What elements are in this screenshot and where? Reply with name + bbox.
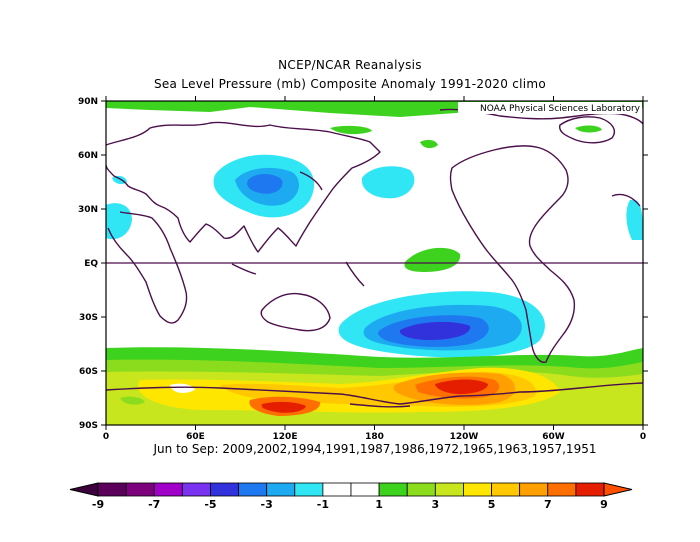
colorbar-label: 9 — [600, 498, 608, 511]
lon-tick-label: 180 — [365, 432, 384, 442]
colorbar: -9 -7 -5 -3 -1 1 3 5 7 9 — [69, 482, 633, 511]
lat-tick-label: 60N — [78, 151, 98, 161]
colorbar-segment — [434, 482, 464, 497]
colorbar-under-arrow — [69, 482, 99, 497]
colorbar-segment — [294, 482, 324, 497]
colorbar-label: -5 — [204, 498, 216, 511]
colorbar-segment — [406, 482, 436, 497]
lat-tick-label: 90N — [78, 97, 98, 107]
colorbar-segment — [238, 482, 268, 497]
colorbar-segment — [463, 482, 492, 497]
colorbar-label: -3 — [261, 498, 273, 511]
colorbar-segment — [266, 482, 296, 497]
colorbar-label: 3 — [432, 498, 440, 511]
lat-tick-label: 90S — [79, 421, 98, 431]
colorbar-label: 7 — [544, 498, 552, 511]
lon-tick-label: 60E — [186, 432, 205, 442]
lon-tick-label: 0 — [103, 432, 109, 442]
colorbar-label: -9 — [92, 498, 104, 511]
colorbar-segment — [153, 482, 183, 497]
lon-tick-label: 120W — [450, 432, 479, 442]
colorbar-label: -7 — [148, 498, 160, 511]
lat-tick-label: 30N — [78, 205, 98, 215]
lat-axis: 90N 60N 30N EQ 30S 60S 90S — [78, 97, 648, 431]
lon-tick-label: 0 — [640, 432, 646, 442]
lat-tick-label: 60S — [79, 367, 98, 377]
colorbar-segment — [575, 482, 605, 497]
colorbar-segment — [547, 482, 577, 497]
coastlines — [106, 108, 643, 408]
lon-tick-label: 120E — [273, 432, 298, 442]
colorbar-segment — [210, 482, 239, 497]
colorbar-label: 1 — [375, 498, 383, 511]
years-caption: Jun to Sep: 2009,2002,1994,1991,1987,198… — [153, 442, 597, 456]
colorbar-segment — [491, 482, 521, 497]
colorbar-label: 5 — [488, 498, 496, 511]
colorbar-segment — [97, 482, 127, 497]
map-title: NCEP/NCAR Reanalysis — [278, 58, 422, 72]
colorbar-segment — [181, 482, 211, 497]
colorbar-segment — [378, 482, 408, 497]
lat-tick-label: 30S — [79, 313, 98, 323]
colorbar-segment — [125, 482, 155, 497]
colorbar-label: -1 — [317, 498, 329, 511]
credit-box — [458, 102, 642, 114]
lon-axis: 0 60E 120E 180 120W 60W 0 — [103, 96, 646, 442]
map-subtitle: Sea Level Pressure (mb) Composite Anomal… — [153, 77, 547, 91]
lat-tick-label: EQ — [84, 259, 98, 269]
credit-label: NOAA Physical Sciences Laboratory — [480, 104, 641, 114]
colorbar-over-arrow — [603, 482, 633, 497]
lon-tick-label: 60W — [542, 432, 565, 442]
colorbar-segment — [350, 482, 380, 497]
colorbar-segment — [322, 482, 352, 497]
colorbar-segment — [519, 482, 549, 497]
